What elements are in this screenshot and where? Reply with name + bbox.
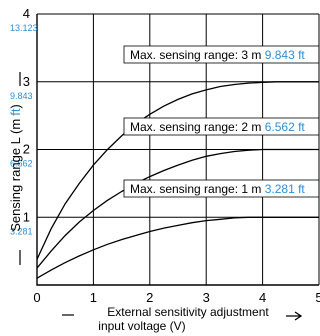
x-tick-label: 1 <box>90 290 97 305</box>
y-axis-label-suffix: ) <box>8 104 23 108</box>
series-label-metric: Max. sensing range: 3 m <box>130 48 265 62</box>
series-label-feet: 6.562 ft <box>265 120 306 134</box>
axes <box>36 13 320 286</box>
series-label-1: Max. sensing range: 3 m 9.843 ft <box>123 45 320 64</box>
x-axis-label-line1: External sensitivity adjustment <box>107 305 269 319</box>
y-tick-label-ft: 9.843 <box>10 91 33 101</box>
series-label-text: Max. sensing range: 1 m 3.281 ft <box>130 182 305 196</box>
y-axis-label-prefix: Sensing range L ( <box>8 129 23 232</box>
y-tick-label-ft: 13.123 <box>10 23 38 33</box>
curves <box>36 81 319 279</box>
x-tick-label: 0 <box>33 290 40 305</box>
y-tick-label: 3 <box>23 74 30 89</box>
series-label-feet: 3.281 ft <box>265 182 306 196</box>
x-axis-label-line2: input voltage (V) <box>98 319 185 333</box>
x-tick-label: 5 <box>315 290 320 305</box>
series-label-text: Max. sensing range: 2 m 6.562 ft <box>130 120 305 134</box>
y-axis-unit-m: m <box>8 119 23 130</box>
y-tick-label: 2 <box>23 142 30 157</box>
y-tick-label: 4 <box>23 6 30 21</box>
x-axis-arrow-icon <box>286 311 303 321</box>
y-axis-unit-ft: ft <box>8 108 23 116</box>
series-label-3: Max. sensing range: 1 m 3.281 ft <box>123 179 320 198</box>
axis-lines <box>36 14 319 286</box>
series-line-2 <box>36 148 319 269</box>
y-axis-label: Sensing range L (m ft) <box>8 104 23 232</box>
y-tick-label-ft: 3.281 <box>10 226 33 236</box>
x-tick-label: 3 <box>203 290 210 305</box>
x-tick-label: 4 <box>259 290 266 305</box>
series-line-1 <box>36 81 319 260</box>
series-line-3 <box>36 216 319 279</box>
series-label-text: Max. sensing range: 3 m 9.843 ft <box>130 48 305 62</box>
series-label-feet: 9.843 ft <box>265 48 306 62</box>
series-label-2: Max. sensing range: 2 m 6.562 ft <box>123 117 320 136</box>
y-tick-label-ft: 6.562 <box>10 159 33 169</box>
x-tick-label: 2 <box>146 290 153 305</box>
series-label-metric: Max. sensing range: 2 m <box>130 120 265 134</box>
series-label-metric: Max. sensing range: 1 m <box>130 182 265 196</box>
tick-labels: 0 1 2 3 4 5 1 3.281 2 6.562 3 9.843 4 13.123 <box>10 6 320 305</box>
grid <box>37 14 319 285</box>
y-tick-label: 1 <box>23 209 30 224</box>
